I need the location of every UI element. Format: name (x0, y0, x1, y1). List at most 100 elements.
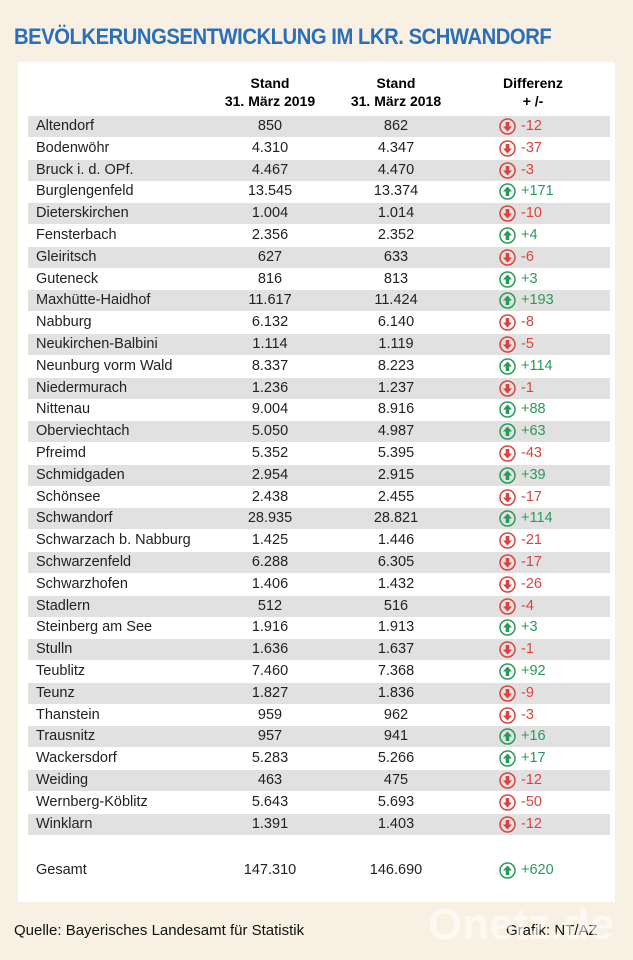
table-row: Guteneck 816 813 +3 (28, 269, 610, 290)
stand-2019: 1.636 (251, 641, 289, 658)
stand-2019: 8.337 (251, 357, 289, 374)
table-row: Nabburg 6.132 6.140 -8 (28, 312, 610, 333)
stand-2019: 2.438 (251, 488, 289, 505)
stand-2019: 4.310 (251, 139, 289, 156)
table-row: Stulln 1.636 1.637 -1 (28, 639, 610, 661)
stand-2018: 7.368 (377, 663, 415, 679)
stand-2019: 6.132 (251, 314, 289, 331)
stand-2019: 5.050 (251, 423, 289, 440)
col-header: Stand 31. März 2019 (200, 74, 340, 110)
place-name: Gesamt (36, 862, 87, 878)
table-row: Gesamt 147.310 146.690 +620 (28, 860, 610, 881)
arrow-up-icon (499, 728, 516, 746)
stand-2019: 816 (257, 270, 283, 287)
stand-2019: 7.460 (251, 663, 289, 679)
table-row: Steinberg am See 1.916 1.913 +3 (28, 617, 610, 638)
place-name: Steinberg am See (36, 619, 153, 636)
table-row: Oberviechtach 5.050 4.987 +63 (28, 421, 610, 443)
arrow-down-icon (499, 488, 516, 506)
stand-2018: 1.913 (377, 619, 415, 636)
arrow-up-icon (499, 401, 516, 419)
col-header-line: Stand (250, 75, 290, 91)
stand-2018: 28.821 (373, 510, 419, 527)
stand-2019: 2.954 (251, 466, 289, 483)
table-row: Gleiritsch 627 633 -6 (28, 246, 610, 268)
place-name: Schwarzenfeld (36, 554, 132, 570)
table-row: Nittenau 9.004 8.916 +88 (28, 399, 610, 420)
table-row: Burglengenfeld 13.545 13.374 +171 (28, 181, 610, 202)
table-row: Schwarzhofen 1.406 1.432 -26 (28, 574, 610, 595)
difference: +193 (521, 292, 554, 309)
difference: -37 (521, 139, 542, 156)
difference: +114 (521, 510, 553, 527)
arrow-up-icon (499, 862, 516, 879)
table-row: Altendorf 850 862 -12 (28, 116, 610, 137)
arrow-down-icon (499, 140, 516, 157)
stand-2019: 147.310 (243, 862, 297, 878)
stand-2018: 2.455 (377, 488, 415, 505)
stand-2019: 1.916 (251, 619, 289, 636)
stand-2019: 5.643 (251, 793, 289, 810)
table-row: Schönsee 2.438 2.455 -17 (28, 487, 610, 508)
table-row: Thanstein 959 962 -3 (28, 705, 610, 726)
stand-2019: 1.236 (251, 379, 289, 396)
arrow-down-icon (499, 685, 516, 702)
stand-2018: 1.237 (377, 379, 415, 396)
place-name: Neukirchen-Balbini (36, 336, 158, 352)
table-row: Trausnitz 957 941 +16 (28, 726, 610, 748)
place-name: Stadlern (36, 597, 91, 614)
difference: -50 (521, 793, 542, 810)
col-header: Stand 31. März 2018 (326, 74, 466, 110)
difference: -5 (521, 336, 534, 352)
stand-2019: 850 (257, 118, 283, 134)
difference: +171 (521, 183, 554, 200)
stand-2018: 2.915 (377, 466, 415, 483)
table-row: Niedermurach 1.236 1.237 -1 (28, 377, 610, 399)
stand-2019: 9.004 (251, 401, 289, 418)
title: BEVÖLKERUNGSENTWICKLUNG IM LKR. SCHWANDO… (14, 24, 552, 49)
place-name: Niedermurach (36, 379, 128, 396)
arrow-down-icon (499, 794, 516, 811)
place-name: Schwarzach b. Nabburg (36, 532, 191, 549)
stand-2018: 941 (383, 728, 409, 745)
difference: +16 (521, 728, 546, 745)
difference: +88 (521, 401, 546, 418)
stand-2019: 1.391 (251, 815, 289, 832)
arrow-down-icon (499, 772, 516, 789)
arrow-up-icon (499, 358, 516, 375)
table-row: Schwandorf 28.935 28.821 +114 (28, 508, 610, 530)
stand-2019: 6.288 (251, 554, 289, 570)
stand-2018: 962 (383, 706, 409, 723)
stand-2019: 627 (257, 248, 283, 265)
stand-2019: 1.425 (251, 532, 289, 549)
stand-2019: 463 (257, 772, 283, 788)
place-name: Winklarn (36, 815, 93, 832)
stand-2019: 1.406 (251, 575, 289, 592)
stand-2018: 8.223 (377, 357, 415, 374)
col-header-line: Stand (376, 75, 416, 91)
difference: +17 (521, 750, 546, 767)
stand-2018: 6.305 (377, 554, 415, 570)
arrow-down-icon (499, 205, 516, 222)
table-row: Winklarn 1.391 1.403 -12 (28, 813, 610, 835)
stand-2018: 475 (383, 772, 409, 788)
difference: -17 (521, 488, 542, 505)
place-name: Wackersdorf (36, 750, 117, 767)
place-name: Gleiritsch (36, 248, 97, 265)
arrow-up-icon (499, 619, 516, 637)
stand-2018: 2.352 (377, 227, 415, 243)
place-name: Oberviechtach (36, 423, 130, 440)
place-name: Burglengenfeld (36, 183, 134, 200)
stand-2019: 512 (257, 597, 283, 614)
place-name: Bodenwöhr (36, 139, 110, 156)
stand-2018: 1.637 (377, 641, 415, 658)
place-name: Schmidgaden (36, 466, 125, 483)
place-name: Schwarzhofen (36, 575, 128, 592)
difference: +3 (521, 270, 538, 287)
table-row: Neunburg vorm Wald 8.337 8.223 +114 (28, 356, 610, 377)
source: Quelle: Bayerisches Landesamt für Statis… (14, 922, 305, 939)
stand-2018: 146.690 (369, 862, 423, 878)
stand-2018: 13.374 (373, 183, 419, 200)
arrow-up-icon (499, 292, 516, 310)
arrow-up-icon (499, 663, 516, 680)
